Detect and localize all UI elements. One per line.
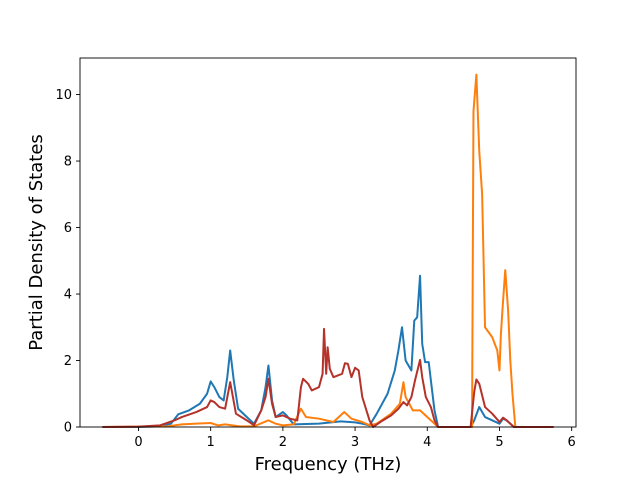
- x-tick-label: 3: [351, 435, 359, 450]
- x-tick-label: 1: [207, 435, 215, 450]
- x-axis-ticks: 0 1 2 3 4 5 6: [134, 427, 576, 450]
- x-axis-label: Frequency (THz): [255, 454, 402, 475]
- series-lines: [102, 73, 554, 428]
- y-tick-label: 4: [64, 288, 72, 303]
- y-tick-label: 2: [64, 354, 72, 369]
- y-tick-label: 10: [55, 88, 72, 103]
- x-tick-label: 0: [134, 435, 142, 450]
- x-tick-label: 5: [495, 435, 503, 450]
- x-tick-label: 4: [423, 435, 431, 450]
- series-line-3: [102, 327, 554, 428]
- x-tick-label: 2: [279, 435, 287, 450]
- y-axis-label: Partial Density of States: [26, 134, 47, 351]
- plot-frame: [79, 57, 577, 428]
- y-tick-label: 6: [64, 221, 72, 236]
- y-tick-label: 0: [64, 421, 72, 436]
- x-tick-label: 6: [568, 435, 576, 450]
- y-axis-ticks: 0 2 4 6 8 10: [55, 88, 80, 436]
- y-tick-label: 8: [64, 155, 72, 170]
- series-line-2: [102, 73, 554, 428]
